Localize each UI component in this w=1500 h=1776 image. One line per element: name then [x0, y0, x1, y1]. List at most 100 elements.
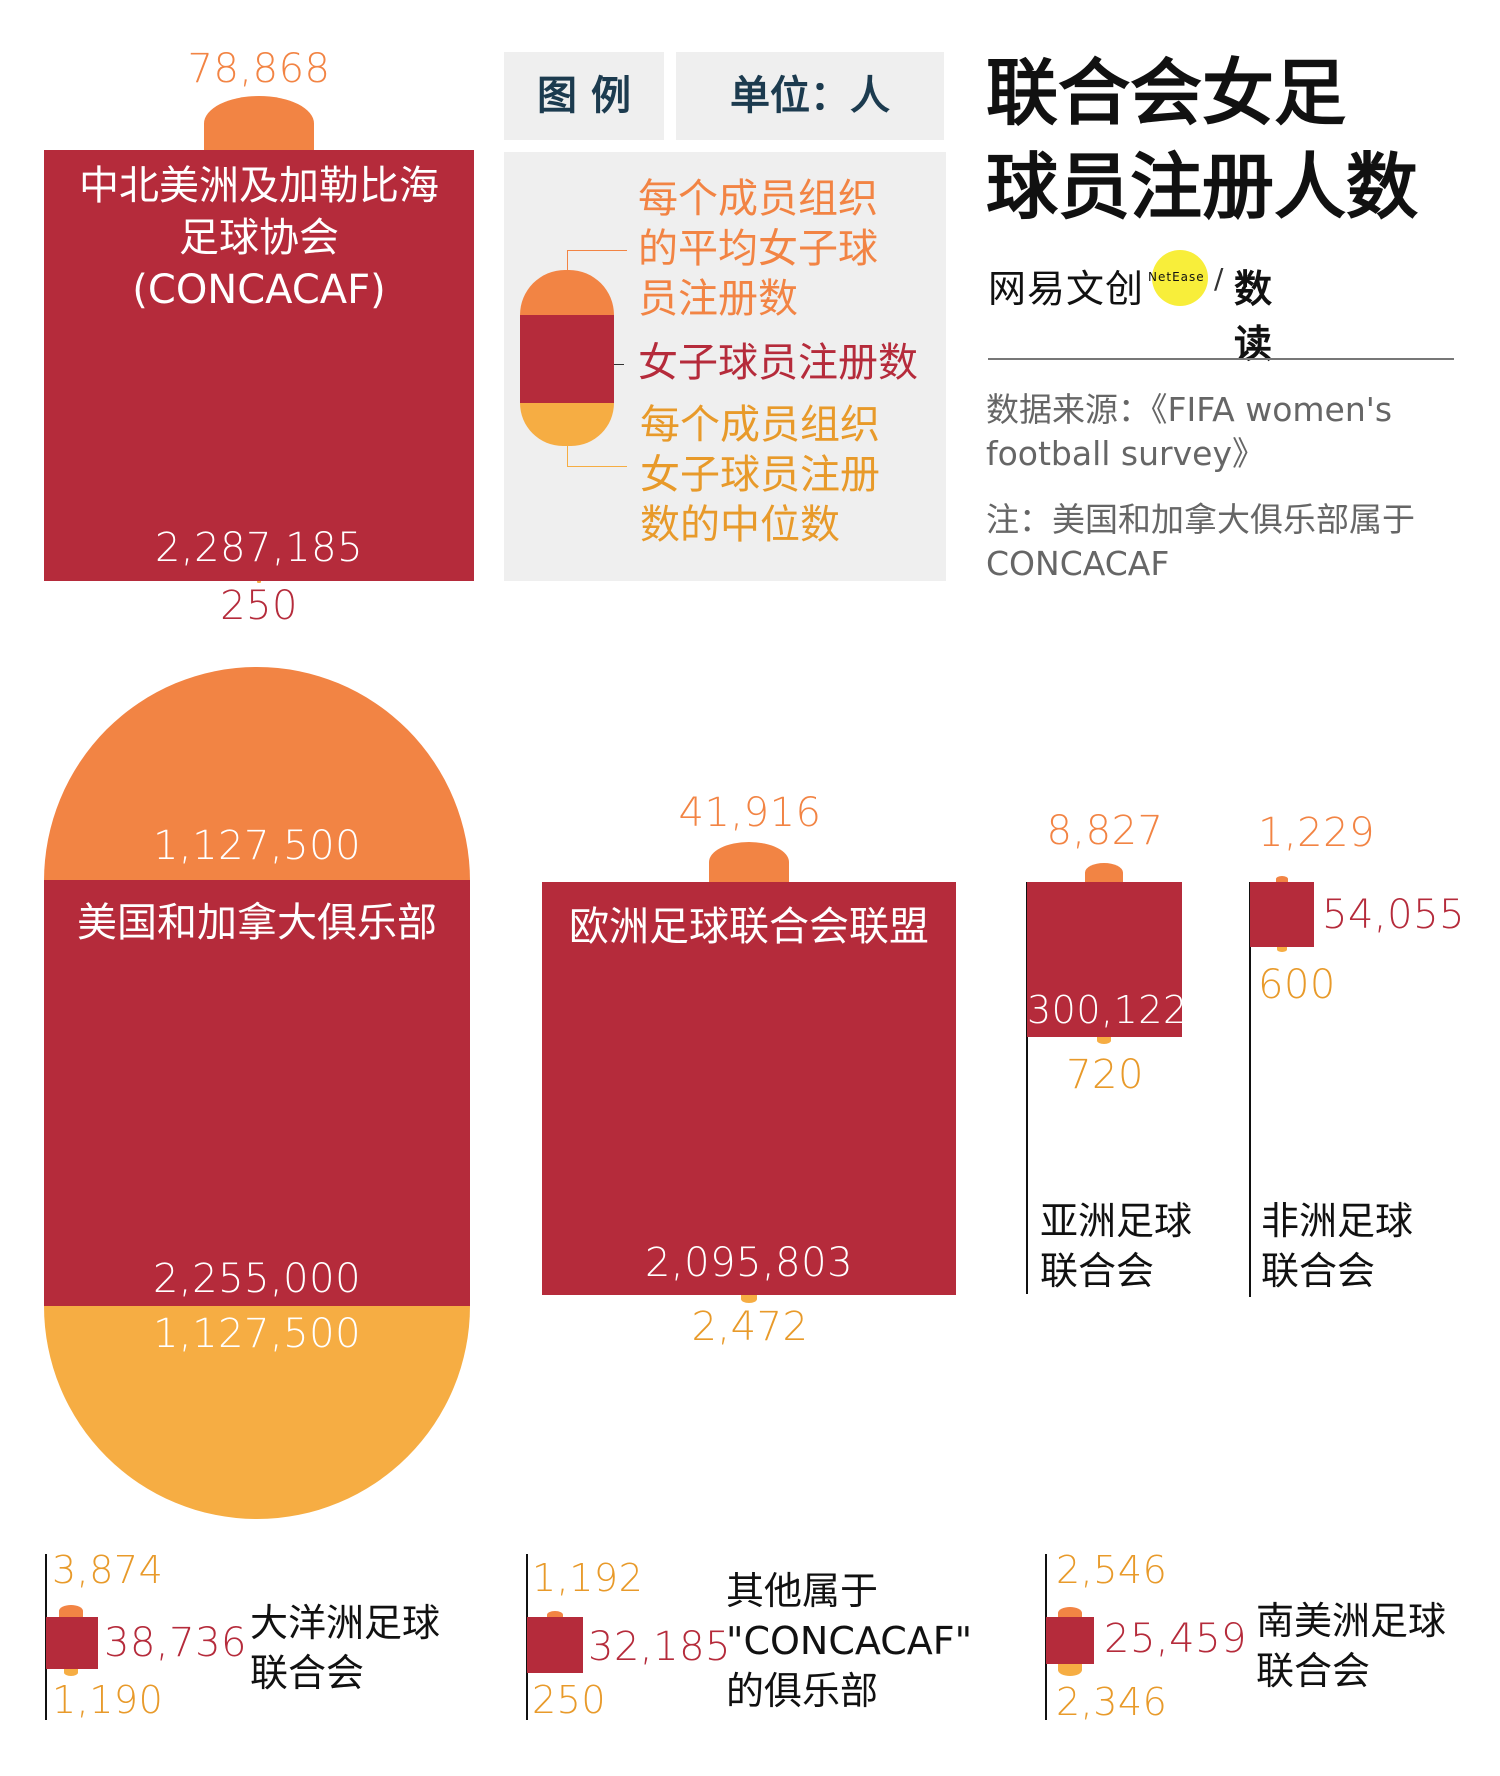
- legend-average-label-line: 每个成员组织: [638, 176, 878, 222]
- brand-logo: 网易文创 NetEase / 数读: [988, 250, 1308, 366]
- caf-total-value: 54,055: [1322, 892, 1465, 938]
- afc-total-value: 300,122: [1027, 988, 1188, 1032]
- caf-name-line: 非洲足球: [1261, 1199, 1414, 1243]
- afc-average-cap: [1085, 863, 1123, 882]
- usa-canada-total-bar: [44, 880, 470, 1307]
- concacaf-total-bar: [44, 150, 474, 581]
- caf-average-cap: [1276, 876, 1288, 882]
- ofc-average-value: 3,874: [52, 1548, 164, 1592]
- data-source: 数据来源：《FIFA women's football survey》: [986, 388, 1486, 476]
- other-concacaf-name-line: 其他属于: [726, 1569, 879, 1613]
- concacaf-median-cap: [257, 581, 261, 583]
- other-concacaf-total-value: 32,185: [588, 1624, 731, 1670]
- ofc-name-line: 大洋洲足球: [250, 1601, 441, 1645]
- ofc-median-value: 1,190: [52, 1678, 164, 1722]
- usa-canada-total-value: 2,255,000: [152, 1256, 362, 1302]
- afc-name-line: 联合会: [1040, 1249, 1155, 1293]
- other-concacaf-average-cap: [547, 1611, 563, 1619]
- usa-canada-name: 美国和加拿大俱乐部: [77, 900, 437, 946]
- brand-separator: /: [1214, 262, 1224, 295]
- brand-badge-text: NetEase: [1148, 270, 1205, 284]
- concacaf-average-value: 78,868: [187, 46, 331, 92]
- usa-canada-median-value: 1,127,500: [152, 1311, 362, 1357]
- legend-median-label-line: 数的中位数: [640, 502, 840, 548]
- brand-product: 数读: [1234, 267, 1273, 366]
- page-title-line: 联合会女足: [986, 51, 1347, 135]
- conmebol-name-line: 南美洲足球: [1256, 1599, 1447, 1643]
- uefa-median-value: 2,472: [691, 1304, 809, 1350]
- afc-axis-line: [1026, 882, 1028, 1294]
- brand-name: 网易文创: [988, 267, 1145, 311]
- legend-median-label-line: 每个成员组织: [640, 402, 880, 448]
- legend-average-connector: [567, 250, 568, 270]
- legend-average-label-line: 的平均女子球: [638, 226, 878, 272]
- caf-name-line: 联合会: [1261, 1249, 1376, 1293]
- usa-canada-average-value: 1,127,500: [152, 823, 362, 869]
- ofc-name-line: 联合会: [250, 1651, 365, 1695]
- legend-unit-box: 单位：人: [676, 52, 944, 140]
- caf-total-bar: [1250, 882, 1314, 947]
- legend-average-label: 每个成员组织 的平均女子球 员注册数: [638, 174, 878, 324]
- legend-total-label: 女子球员注册数: [638, 340, 918, 386]
- caf-median-cap: [1277, 947, 1287, 952]
- ofc-average-cap: [59, 1605, 83, 1617]
- conmebol-average-value: 2,546: [1056, 1548, 1168, 1592]
- data-source-line: 数据来源：《FIFA women's: [986, 390, 1393, 429]
- caf-axis-line: [1249, 882, 1251, 1297]
- conmebol-name-line: 联合会: [1256, 1649, 1371, 1693]
- afc-median-value: 720: [1066, 1052, 1144, 1098]
- legend-average-label-line: 员注册数: [638, 276, 798, 322]
- ofc-total-value: 38,736: [104, 1620, 247, 1666]
- afc-name: 亚洲足球 联合会: [1040, 1196, 1192, 1296]
- ofc-name: 大洋洲足球 联合会: [250, 1598, 440, 1698]
- concacaf-total-value: 2,287,185: [154, 525, 364, 571]
- data-source-line: football survey》: [986, 434, 1265, 473]
- concacaf-name: 中北美洲及加勒比海 足球协会 (CONCACAF): [44, 160, 474, 316]
- brand-badge-circle: [1152, 250, 1208, 306]
- concacaf-name-line: 中北美洲及加勒比海: [79, 163, 439, 209]
- legend-title: 图 例: [537, 73, 631, 119]
- conmebol-median-value: 2,346: [1056, 1680, 1168, 1724]
- uefa-average-cap: [709, 842, 789, 882]
- legend-median-label-line: 女子球员注册: [640, 452, 880, 498]
- note-line: CONCACAF: [986, 544, 1170, 583]
- legend-median-connector: [567, 466, 627, 467]
- uefa-name: 欧洲足球联合会联盟: [569, 904, 929, 950]
- conmebol-name: 南美洲足球 联合会: [1256, 1596, 1446, 1696]
- ofc-total-bar: [46, 1617, 98, 1669]
- caf-median-value: 600: [1258, 962, 1336, 1008]
- legend-total-swatch: [520, 315, 614, 403]
- other-concacaf-total-bar: [527, 1617, 583, 1673]
- other-concacaf-name-line: 的俱乐部: [726, 1669, 879, 1713]
- other-concacaf-average-value: 1,192: [532, 1556, 644, 1600]
- legend-average-connector: [567, 250, 627, 251]
- afc-name-line: 亚洲足球: [1040, 1199, 1193, 1243]
- legend-body: 每个成员组织 的平均女子球 员注册数 女子球员注册数 每个成员组织 女子球员注册…: [504, 152, 946, 581]
- other-concacaf-median-value: 250: [532, 1678, 607, 1722]
- conmebol-average-cap: [1058, 1607, 1082, 1619]
- legend-average-swatch: [520, 270, 614, 315]
- uefa-median-cap: [741, 1295, 757, 1303]
- legend-median-label: 每个成员组织 女子球员注册 数的中位数: [640, 400, 880, 550]
- caf-average-value: 1,229: [1258, 810, 1376, 856]
- concacaf-average-cap: [204, 96, 314, 151]
- concacaf-name-line: (CONCACAF): [132, 267, 386, 313]
- page-title-line: 球员注册人数: [986, 145, 1419, 229]
- caf-name: 非洲足球 联合会: [1261, 1196, 1413, 1296]
- ofc-median-cap: [64, 1669, 78, 1676]
- other-concacaf-name-line: "CONCACAF": [726, 1619, 973, 1663]
- afc-median-cap: [1097, 1037, 1111, 1044]
- page-title: 联合会女足 球员注册人数: [986, 46, 1418, 234]
- other-concacaf-name: 其他属于 "CONCACAF" 的俱乐部: [726, 1566, 972, 1716]
- divider: [988, 358, 1454, 360]
- concacaf-name-line: 足球协会: [179, 215, 339, 261]
- uefa-total-bar: [542, 882, 956, 1295]
- uefa-average-value: 41,916: [678, 790, 822, 836]
- uefa-total-value: 2,095,803: [644, 1240, 854, 1286]
- legend-unit: 单位：人: [730, 73, 890, 119]
- conmebol-total-bar: [1046, 1617, 1094, 1664]
- afc-total-bar: [1027, 882, 1182, 1037]
- note: 注：美国和加拿大俱乐部属于 CONCACAF: [986, 498, 1486, 586]
- conmebol-total-value: 25,459: [1104, 1616, 1247, 1662]
- conmebol-median-cap: [1058, 1664, 1082, 1676]
